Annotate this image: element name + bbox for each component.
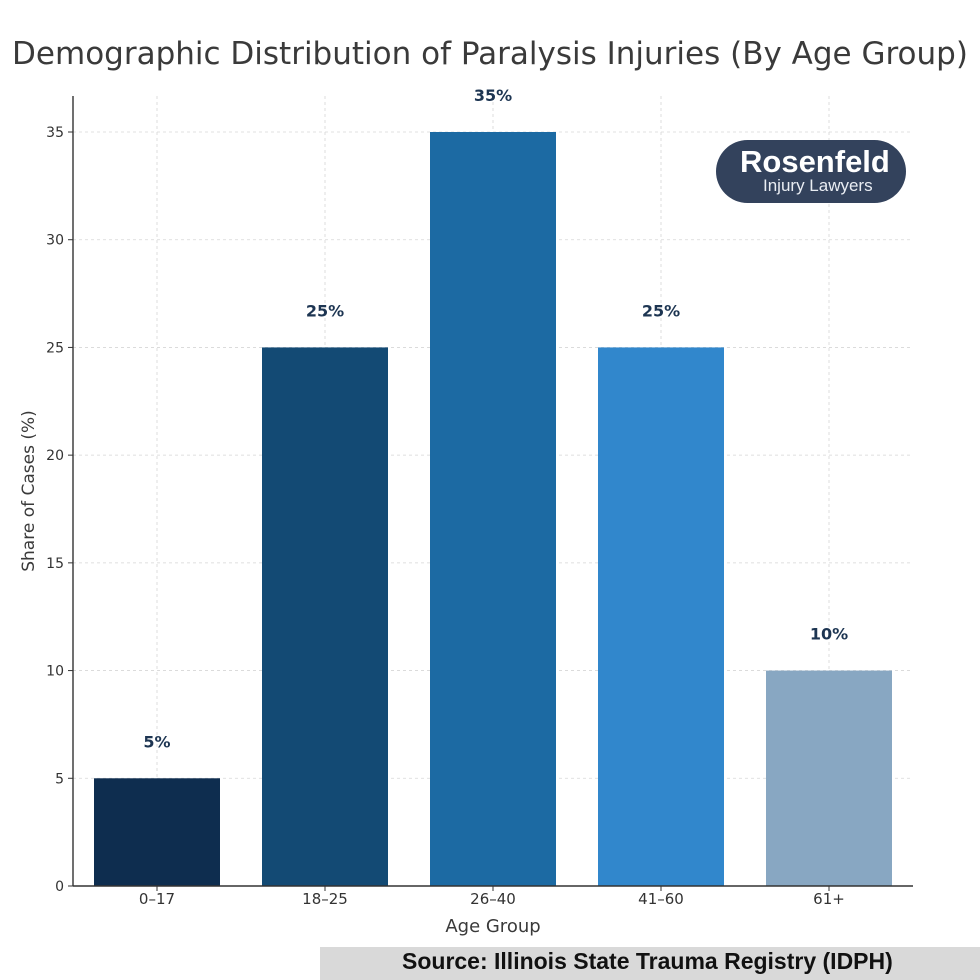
bar-2 [262, 347, 388, 886]
chart-title: Demographic Distribution of Paralysis In… [12, 36, 968, 72]
bar-value-label: 25% [306, 301, 344, 320]
source-text: Source: Illinois State Trauma Registry (… [402, 948, 893, 974]
x-tick-label: 18–25 [302, 890, 348, 908]
y-tick-label: 0 [55, 879, 64, 895]
bar-1 [94, 778, 220, 886]
bar-3 [430, 132, 556, 886]
logo-brand-name: Rosenfeld [740, 144, 890, 179]
bar-4 [598, 347, 724, 886]
x-tick-label: 26–40 [470, 890, 516, 908]
source-banner: Source: Illinois State Trauma Registry (… [320, 947, 980, 980]
logo-tagline: Injury Lawyers [763, 176, 873, 195]
rosenfeld-logo: Rosenfeld Injury Lawyers [716, 140, 906, 203]
x-axis-label: Age Group [445, 916, 540, 937]
y-tick-label: 30 [46, 233, 64, 249]
x-tick-label: 0–17 [139, 890, 175, 908]
y-tick-label: 25 [46, 340, 64, 356]
labels-layer: 5% 25% 35% 25% 10% [143, 86, 848, 751]
bars-layer [94, 132, 892, 886]
bar-value-label: 35% [474, 86, 512, 105]
bar-value-label: 5% [143, 732, 170, 751]
bar-5 [766, 670, 892, 886]
bar-value-label: 25% [642, 301, 680, 320]
y-tick-label: 10 [46, 664, 64, 680]
ticks-layer: 0 5 10 15 20 25 30 35 0–17 18–25 26–40 41–60 61+ [46, 125, 845, 908]
y-axis-label: Share of Cases (%) [19, 410, 39, 572]
y-tick-label: 20 [46, 448, 64, 464]
y-tick-label: 35 [46, 125, 64, 141]
bar-value-label: 10% [810, 625, 848, 644]
y-tick-label: 5 [55, 771, 64, 787]
y-tick-label: 15 [46, 556, 64, 572]
x-tick-label: 61+ [813, 890, 845, 908]
x-tick-label: 41–60 [638, 890, 684, 908]
